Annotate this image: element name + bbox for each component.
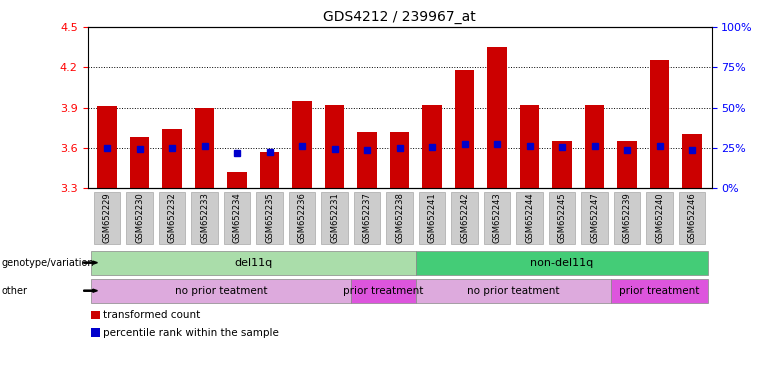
Bar — [292, 101, 312, 188]
Bar — [617, 141, 637, 188]
FancyBboxPatch shape — [126, 192, 153, 244]
FancyBboxPatch shape — [416, 251, 708, 275]
Title: GDS4212 / 239967_at: GDS4212 / 239967_at — [323, 10, 476, 25]
FancyBboxPatch shape — [321, 192, 348, 244]
Text: GSM652247: GSM652247 — [590, 192, 599, 243]
FancyBboxPatch shape — [351, 279, 416, 303]
FancyBboxPatch shape — [516, 192, 543, 244]
FancyBboxPatch shape — [91, 251, 416, 275]
Bar — [422, 105, 442, 188]
Bar — [91, 328, 100, 337]
Text: GSM652237: GSM652237 — [362, 192, 371, 243]
FancyBboxPatch shape — [581, 192, 608, 244]
Bar — [325, 105, 344, 188]
FancyBboxPatch shape — [256, 192, 283, 244]
Text: no prior teatment: no prior teatment — [174, 286, 267, 296]
Text: prior treatment: prior treatment — [343, 286, 423, 296]
Text: GSM652246: GSM652246 — [687, 192, 696, 243]
Bar — [487, 47, 507, 188]
Text: GSM652242: GSM652242 — [460, 193, 469, 243]
Text: genotype/variation: genotype/variation — [2, 258, 94, 268]
Bar — [130, 137, 149, 188]
Text: percentile rank within the sample: percentile rank within the sample — [103, 328, 279, 338]
FancyBboxPatch shape — [679, 192, 705, 244]
FancyBboxPatch shape — [94, 192, 120, 244]
Bar — [91, 311, 100, 319]
Text: GSM652230: GSM652230 — [135, 192, 144, 243]
Bar — [228, 172, 247, 188]
Text: transformed count: transformed count — [103, 310, 200, 320]
Text: GSM652240: GSM652240 — [655, 193, 664, 243]
FancyBboxPatch shape — [646, 192, 673, 244]
FancyBboxPatch shape — [191, 192, 218, 244]
FancyBboxPatch shape — [484, 192, 511, 244]
Text: no prior teatment: no prior teatment — [467, 286, 559, 296]
Bar — [162, 129, 182, 188]
Text: GSM652234: GSM652234 — [233, 192, 241, 243]
Text: GSM652236: GSM652236 — [298, 192, 307, 243]
Text: GSM652233: GSM652233 — [200, 192, 209, 243]
Text: GSM652239: GSM652239 — [622, 192, 632, 243]
Text: GSM652245: GSM652245 — [558, 193, 566, 243]
FancyBboxPatch shape — [91, 279, 351, 303]
Bar — [390, 132, 409, 188]
Bar — [455, 70, 474, 188]
FancyBboxPatch shape — [451, 192, 478, 244]
Bar — [584, 105, 604, 188]
Bar — [357, 132, 377, 188]
FancyBboxPatch shape — [288, 192, 315, 244]
FancyBboxPatch shape — [386, 192, 413, 244]
Text: other: other — [2, 286, 27, 296]
Text: GSM652244: GSM652244 — [525, 193, 534, 243]
Text: non-del11q: non-del11q — [530, 258, 594, 268]
Text: GSM652238: GSM652238 — [395, 192, 404, 243]
FancyBboxPatch shape — [159, 192, 186, 244]
Text: GSM652235: GSM652235 — [265, 192, 274, 243]
Bar — [650, 61, 669, 188]
FancyBboxPatch shape — [611, 279, 708, 303]
Text: del11q: del11q — [234, 258, 272, 268]
FancyBboxPatch shape — [224, 192, 250, 244]
Text: prior treatment: prior treatment — [619, 286, 699, 296]
Bar — [683, 134, 702, 188]
FancyBboxPatch shape — [419, 192, 445, 244]
Text: GSM652243: GSM652243 — [492, 192, 501, 243]
Text: GSM652241: GSM652241 — [428, 193, 437, 243]
Text: GSM652232: GSM652232 — [167, 192, 177, 243]
Bar — [552, 141, 572, 188]
Text: GSM652229: GSM652229 — [103, 193, 112, 243]
FancyBboxPatch shape — [613, 192, 640, 244]
FancyBboxPatch shape — [354, 192, 380, 244]
Bar — [97, 106, 116, 188]
FancyBboxPatch shape — [416, 279, 611, 303]
FancyBboxPatch shape — [549, 192, 575, 244]
Text: GSM652231: GSM652231 — [330, 192, 339, 243]
Bar — [520, 105, 540, 188]
Bar — [260, 152, 279, 188]
Bar — [195, 108, 215, 188]
